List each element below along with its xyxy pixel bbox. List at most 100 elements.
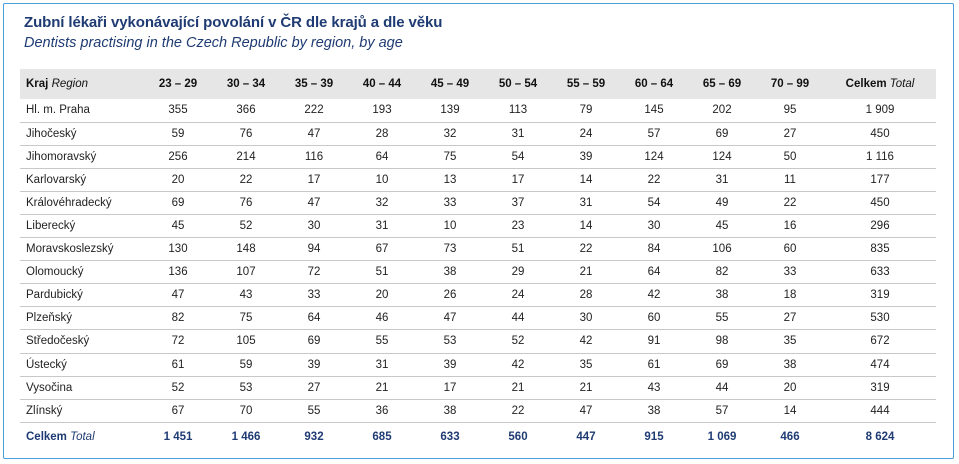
value-cell: 31 — [579, 196, 593, 209]
value-cell: 20 — [171, 173, 185, 186]
table-row: Jihočeský 59 76 47 28 32 31 24 57 69 27 450 — [20, 122, 936, 146]
table-row: Hl. m. Praha 355 366 222 193 139 113 79 145 202 95… — [20, 99, 936, 123]
value-cell: 130 — [168, 243, 188, 256]
value-cell: 47 — [443, 312, 457, 325]
region-name: Liberecký — [26, 220, 76, 233]
row-total-cell: 1 909 — [865, 104, 895, 117]
value-cell: 72 — [171, 335, 185, 348]
table-row: Zlínský 67 70 55 36 38 22 47 38 57 14 444 — [20, 399, 936, 423]
row-total-cell: 450 — [870, 196, 890, 209]
value-cell: 64 — [647, 266, 661, 279]
value-cell: 148 — [236, 243, 256, 256]
total-cell: 560 — [508, 430, 528, 443]
value-cell: 54 — [647, 196, 661, 209]
table-row: Vysočina 52 53 27 21 17 21 21 43 44 20 319 — [20, 376, 936, 400]
value-cell: 38 — [443, 404, 457, 417]
region-name: Královéhradecký — [26, 196, 112, 209]
value-cell: 17 — [511, 173, 525, 186]
value-cell: 61 — [171, 358, 185, 371]
value-cell: 39 — [579, 150, 593, 163]
value-cell: 10 — [443, 220, 457, 233]
value-cell: 55 — [715, 312, 729, 325]
value-cell: 47 — [307, 127, 321, 140]
value-cell: 38 — [647, 404, 661, 417]
total-cell: 685 — [372, 430, 392, 443]
value-cell: 98 — [715, 335, 729, 348]
value-cell: 52 — [239, 220, 253, 233]
table-row: Pardubický 47 43 33 20 26 24 28 42 38 18 319 — [20, 284, 936, 307]
value-cell: 69 — [171, 196, 185, 209]
table-row: Moravskoslezský 130 148 94 67 73 51 22 84 106 60 83… — [20, 238, 936, 261]
row-total-cell: 530 — [870, 312, 890, 325]
total-cell: 466 — [780, 430, 800, 443]
value-cell: 145 — [644, 104, 664, 117]
value-cell: 76 — [239, 127, 253, 140]
value-cell: 45 — [715, 220, 729, 233]
document-title: Zubní lékaři vykonávající povolání v ČR … — [24, 14, 443, 31]
value-cell: 57 — [715, 404, 729, 417]
header-total-cz: Celkem — [845, 78, 887, 90]
table-footer: Celkem Total 1 451 1 466 932 685 633 560… — [20, 422, 936, 450]
value-cell: 69 — [715, 358, 729, 371]
value-cell: 38 — [783, 358, 797, 371]
row-total-cell: 319 — [870, 289, 890, 302]
value-cell: 202 — [712, 104, 732, 117]
document-subtitle: Dentists practising in the Czech Republi… — [24, 35, 403, 51]
value-cell: 21 — [579, 381, 593, 394]
value-cell: 31 — [715, 173, 729, 186]
value-cell: 91 — [647, 335, 661, 348]
value-cell: 49 — [715, 196, 729, 209]
value-cell: 69 — [715, 127, 729, 140]
value-cell: 28 — [579, 289, 593, 302]
value-cell: 44 — [511, 312, 525, 325]
region-name: Olomoucký — [26, 266, 84, 279]
region-name: Ústecký — [26, 358, 67, 371]
region-name: Karlovarský — [26, 173, 87, 186]
value-cell: 84 — [647, 243, 661, 256]
value-cell: 51 — [511, 243, 525, 256]
value-cell: 38 — [715, 289, 729, 302]
value-cell: 60 — [783, 243, 797, 256]
value-cell: 39 — [307, 358, 321, 371]
value-cell: 47 — [579, 404, 593, 417]
header-age: 65 – 69 — [702, 78, 742, 90]
header-age: 55 – 59 — [566, 78, 606, 90]
value-cell: 17 — [443, 381, 457, 394]
value-cell: 20 — [375, 289, 389, 302]
total-cell: 1 451 — [163, 430, 193, 443]
value-cell: 43 — [647, 381, 661, 394]
header-age: 70 – 99 — [770, 78, 810, 90]
total-label-en: Total — [70, 430, 95, 443]
value-cell: 24 — [511, 289, 525, 302]
table-header: Kraj Region 23 – 29 30 – 34 35 – 39 40 –… — [20, 69, 936, 99]
total-label-cz: Celkem — [26, 430, 67, 443]
value-cell: 31 — [375, 358, 389, 371]
value-cell: 75 — [239, 312, 253, 325]
value-cell: 72 — [307, 266, 321, 279]
value-cell: 47 — [171, 289, 185, 302]
value-cell: 32 — [375, 196, 389, 209]
value-cell: 28 — [375, 127, 389, 140]
region-name: Vysočina — [26, 381, 73, 394]
value-cell: 50 — [783, 150, 797, 163]
value-cell: 30 — [647, 220, 661, 233]
value-cell: 42 — [647, 289, 661, 302]
value-cell: 67 — [375, 243, 389, 256]
value-cell: 76 — [239, 196, 253, 209]
header-region-en: Region — [51, 78, 89, 90]
value-cell: 366 — [236, 104, 256, 117]
value-cell: 57 — [647, 127, 661, 140]
value-cell: 53 — [239, 381, 253, 394]
value-cell: 64 — [307, 312, 321, 325]
value-cell: 38 — [443, 266, 457, 279]
value-cell: 54 — [511, 150, 525, 163]
header-age: 40 – 44 — [362, 78, 402, 90]
value-cell: 47 — [307, 196, 321, 209]
value-cell: 94 — [307, 243, 321, 256]
value-cell: 26 — [443, 289, 457, 302]
value-cell: 75 — [443, 150, 457, 163]
header-age: 35 – 39 — [294, 78, 334, 90]
region-name: Jihomoravský — [26, 150, 97, 163]
value-cell: 67 — [171, 404, 185, 417]
row-total-cell: 1 116 — [866, 150, 894, 163]
